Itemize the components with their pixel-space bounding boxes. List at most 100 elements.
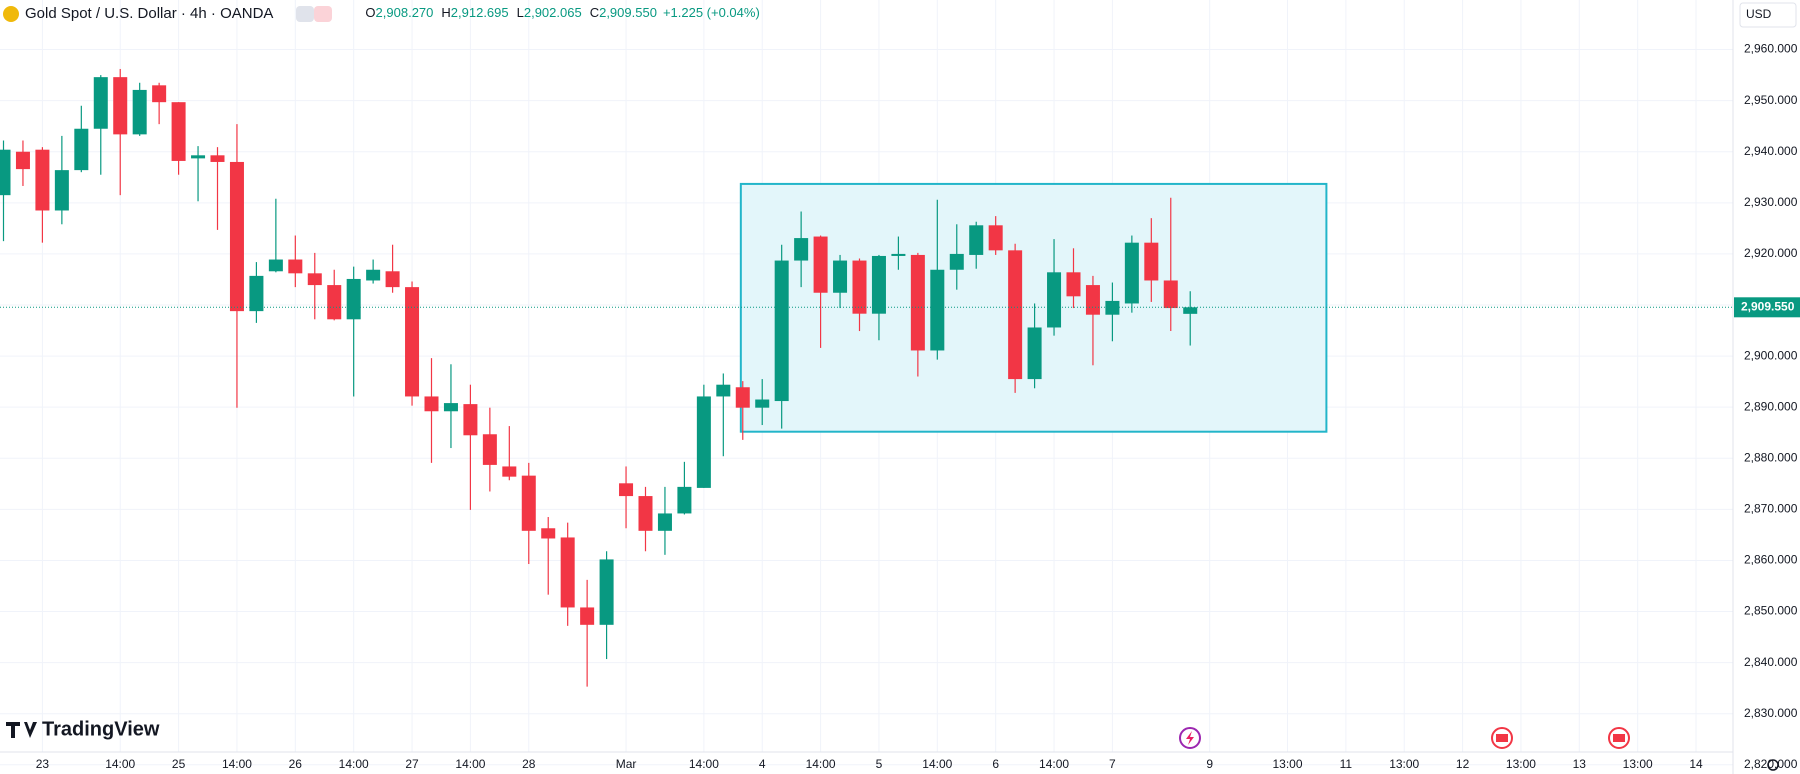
x-tick-label: 14:00 [1039, 757, 1069, 771]
event-bolt [1186, 731, 1194, 745]
candle-body [988, 225, 1003, 251]
y-tick-label: 2,850.000 [1744, 604, 1798, 618]
x-tick-label: 12 [1456, 757, 1470, 771]
candles [0, 68, 1733, 687]
candle-body [1144, 242, 1159, 281]
candle-body [152, 85, 167, 103]
candle-body [1047, 272, 1062, 328]
candle-body [1163, 280, 1178, 309]
candle-body [229, 161, 244, 312]
x-tick-label: 14:00 [222, 757, 252, 771]
candle-body [288, 259, 303, 274]
x-tick-label: 23 [36, 757, 50, 771]
x-tick-label: 27 [405, 757, 419, 771]
candle-body [366, 269, 381, 281]
x-tick-label: 13:00 [1272, 757, 1302, 771]
candle-body [346, 278, 361, 320]
x-tick-label: 13:00 [1506, 757, 1536, 771]
candle-body [657, 513, 672, 531]
y-tick-label: 2,950.000 [1744, 93, 1798, 107]
currency-label[interactable]: USD [1746, 7, 1772, 21]
candle-body [405, 287, 420, 397]
settings-icon[interactable] [1767, 759, 1779, 771]
ohlc-value: 2,908.270 [376, 5, 434, 20]
last-price-box [1734, 297, 1800, 318]
candle-body [541, 528, 556, 539]
candle-body [1066, 272, 1081, 297]
ohlc-value: 2,909.550 [599, 5, 657, 20]
badge[interactable] [314, 6, 332, 22]
x-tick-label: Mar [616, 757, 637, 771]
x-tick-label: 11 [1340, 757, 1353, 771]
candle-body [443, 403, 458, 412]
candle-body [560, 537, 575, 608]
candle-body [891, 253, 906, 256]
candle-body [949, 253, 964, 270]
candle-body [268, 259, 283, 272]
candle-body [735, 387, 750, 408]
candle-body [521, 475, 536, 531]
candle-body [813, 236, 828, 293]
range-box [739, 182, 1328, 433]
candle-body [1008, 250, 1023, 380]
candle-body [463, 404, 478, 436]
ohlc-value: 2,902.065 [524, 5, 582, 20]
candle-body [871, 255, 886, 314]
x-tick-label: 14:00 [455, 757, 485, 771]
y-tick-label: 2,840.000 [1744, 655, 1798, 669]
symbol-icon[interactable] [3, 6, 19, 22]
x-tick-label: 26 [289, 757, 303, 771]
y-tick-label: 2,820.000 [1744, 757, 1798, 771]
ohlc-name: O [365, 5, 375, 20]
badge[interactable] [296, 6, 314, 22]
candle-body [833, 260, 848, 293]
candle-body [755, 399, 770, 408]
candle-body [599, 559, 614, 625]
ohlc-value: 2,912.695 [451, 5, 509, 20]
y-tick-label: 2,930.000 [1744, 195, 1798, 209]
x-tick-label: 4 [759, 757, 766, 771]
y-tick-label: 2,900.000 [1744, 348, 1798, 362]
candle-body [113, 77, 128, 135]
flag [1496, 734, 1508, 742]
y-tick-label: 2,960.000 [1744, 42, 1798, 56]
x-tick-label: 14:00 [922, 757, 952, 771]
x-tick-label: 13:00 [1389, 757, 1419, 771]
y-tick-label: 2,880.000 [1744, 450, 1798, 464]
candle-body [969, 225, 984, 255]
candle-body [774, 260, 789, 402]
currency-button[interactable] [1739, 2, 1797, 28]
candle-body [74, 128, 89, 171]
candle-body [482, 434, 497, 465]
y-tick-label: 2,860.000 [1744, 553, 1798, 567]
drawings [739, 182, 1328, 433]
candle-body [54, 170, 69, 211]
candle-body [1085, 285, 1100, 315]
x-tick-label: 13 [1573, 757, 1587, 771]
x-tick-label: 5 [876, 757, 883, 771]
candle-body [249, 275, 264, 312]
candle-body [1124, 242, 1139, 304]
candle-body [677, 486, 692, 514]
x-tick-label: 28 [522, 757, 536, 771]
candle-body [930, 269, 945, 351]
x-tick-label: 14:00 [105, 757, 135, 771]
candle-body [307, 273, 322, 286]
candle-body [0, 149, 11, 196]
candle-body [1105, 300, 1120, 315]
x-tick-label: 14:00 [339, 757, 369, 771]
candle-body [132, 89, 147, 135]
candle-body [424, 396, 439, 412]
x-tick-label: 14 [1689, 757, 1703, 771]
change: +1.225 (+0.04%) [663, 5, 760, 20]
y-tick-label: 2,830.000 [1744, 706, 1798, 720]
symbol-title: Gold Spot / U.S. Dollar · 4h · OANDA [25, 5, 273, 22]
candle-body [580, 607, 595, 625]
candle-body [385, 271, 400, 288]
last-price-label: 2,909.550 [1741, 299, 1795, 313]
ohlc-name: L [517, 5, 524, 20]
candle-body [93, 77, 108, 129]
candle-body [910, 254, 925, 351]
